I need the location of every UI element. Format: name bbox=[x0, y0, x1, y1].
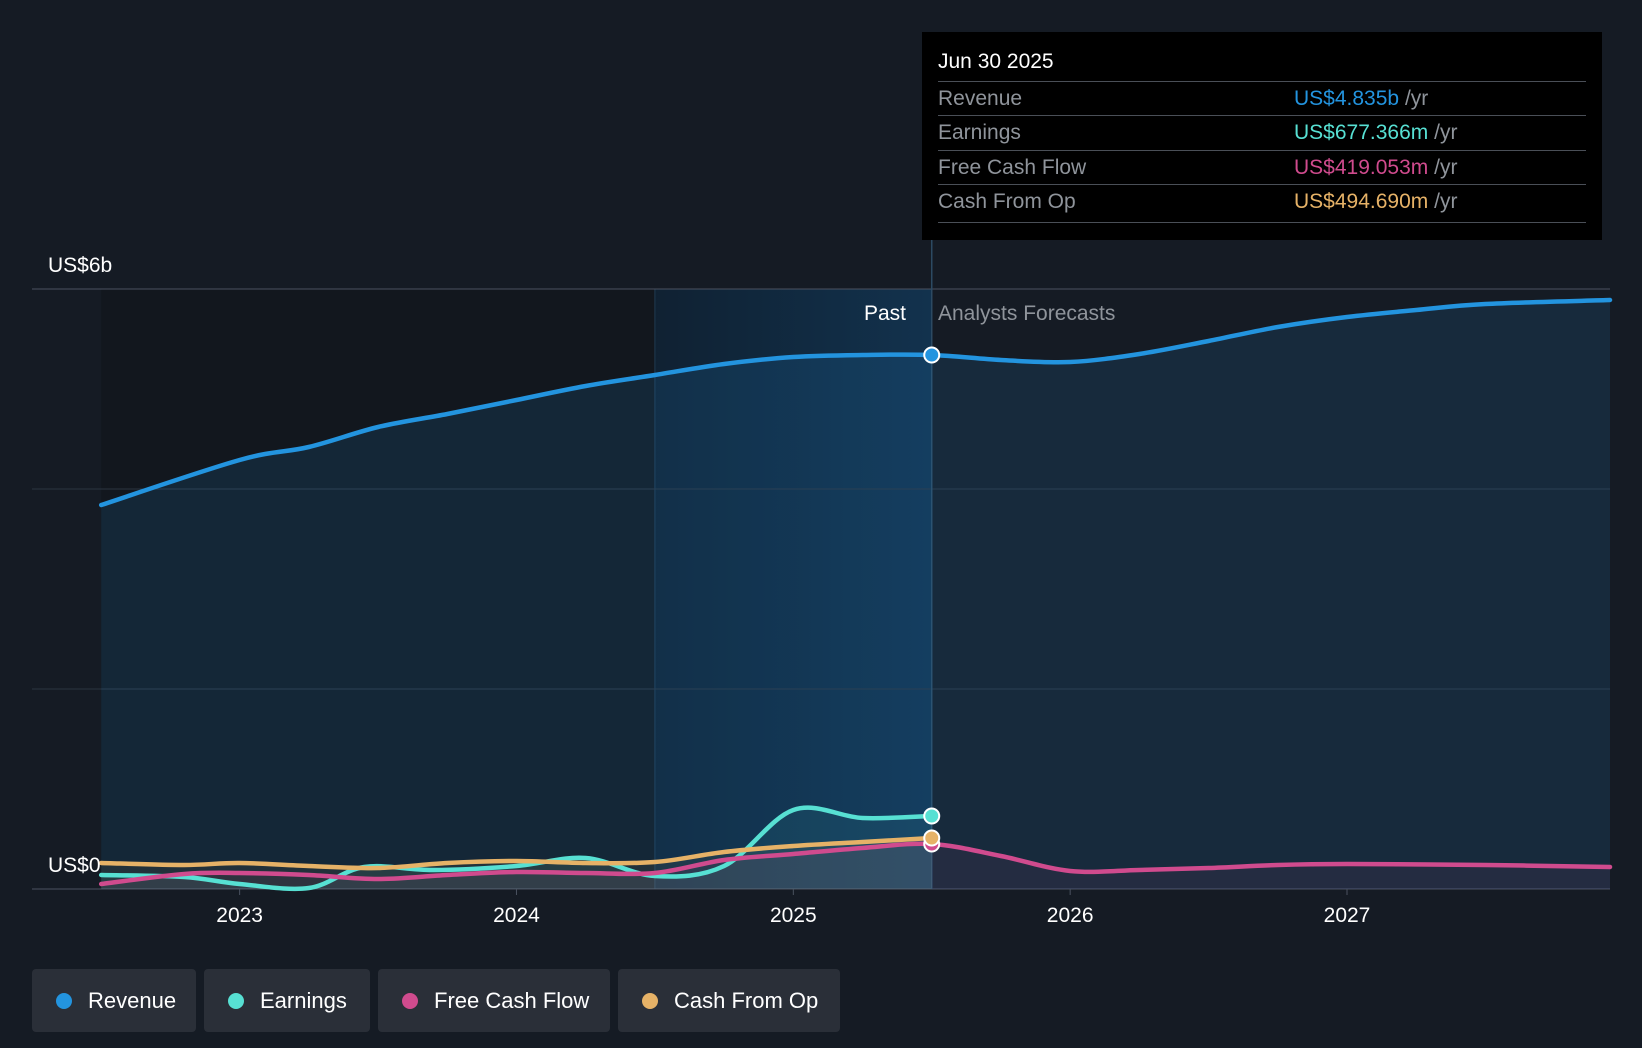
forecast-label: Analysts Forecasts bbox=[938, 302, 1115, 325]
cash-from-op-dot-icon bbox=[642, 992, 658, 1009]
x-tick-label: 2023 bbox=[216, 904, 263, 927]
tooltip-label: Revenue bbox=[938, 87, 1023, 110]
legend-label: Earnings bbox=[260, 987, 347, 1013]
x-tick-label: 2026 bbox=[1047, 904, 1094, 927]
free-cash-flow-line bbox=[98, 841, 1613, 887]
legend-item-cash-from-op[interactable]: Cash From Op bbox=[618, 969, 840, 1032]
earnings-line bbox=[98, 805, 934, 892]
earnings-area bbox=[101, 807, 932, 889]
x-tick-label: 2024 bbox=[493, 904, 540, 927]
y-label-top: US$6b bbox=[48, 254, 112, 277]
tooltip-unit: /yr bbox=[1434, 190, 1458, 213]
tooltip-value-container: US$419.053m /yr bbox=[1294, 151, 1457, 185]
tooltip-divider bbox=[938, 222, 1586, 223]
tooltip: Jun 30 2025 Revenue US$4.835b /yr Earnin… bbox=[922, 32, 1602, 240]
y-label-bottom: US$0 bbox=[48, 854, 101, 877]
legend-label: Cash From Op bbox=[674, 987, 819, 1013]
free-cash-flow-dot-icon bbox=[402, 992, 418, 1009]
tooltip-value-container: US$677.366m /yr bbox=[1294, 116, 1457, 150]
revenue-marker[interactable] bbox=[923, 346, 941, 364]
tooltip-row-earnings: Earnings US$677.366m /yr bbox=[938, 115, 1586, 150]
recent-past-shade bbox=[654, 289, 932, 889]
tooltip-label: Earnings bbox=[938, 121, 1021, 144]
revenue-area bbox=[101, 300, 1611, 889]
tooltip-value-container: US$494.690m /yr bbox=[1294, 185, 1457, 219]
tooltip-value: US$4.835b bbox=[1294, 87, 1400, 110]
tooltip-label: Cash From Op bbox=[938, 190, 1076, 213]
x-tick-label: 2027 bbox=[1324, 904, 1371, 927]
cash-from-op-line bbox=[98, 835, 934, 871]
legend-item-revenue[interactable]: Revenue bbox=[32, 969, 196, 1032]
tooltip-row-free-cash-flow: Free Cash Flow US$419.053m /yr bbox=[938, 150, 1586, 185]
legend-label: Revenue bbox=[88, 987, 177, 1013]
tooltip-unit: /yr bbox=[1434, 156, 1458, 179]
tooltip-value: US$494.690m bbox=[1294, 190, 1429, 213]
tooltip-date: Jun 30 2025 bbox=[938, 50, 1054, 73]
tooltip-value: US$677.366m bbox=[1294, 121, 1429, 144]
tooltip-value: US$419.053m bbox=[1294, 156, 1429, 179]
tooltip-value-container: US$4.835b /yr bbox=[1294, 82, 1428, 116]
tooltip-row-cash-from-op: Cash From Op US$494.690m /yr bbox=[938, 184, 1586, 219]
legend-item-free-cash-flow[interactable]: Free Cash Flow bbox=[378, 969, 610, 1032]
revenue-line bbox=[98, 297, 1613, 508]
free-cash-flow-area bbox=[101, 843, 1611, 889]
x-tick-label: 2025 bbox=[770, 904, 817, 927]
tooltip-row-revenue: Revenue US$4.835b /yr bbox=[938, 81, 1586, 116]
cash-from-op-marker[interactable] bbox=[923, 829, 941, 847]
legend-label: Free Cash Flow bbox=[434, 987, 590, 1013]
earnings-marker[interactable] bbox=[923, 807, 941, 825]
revenue-dot-icon bbox=[56, 992, 72, 1009]
tooltip-label: Free Cash Flow bbox=[938, 156, 1087, 179]
tooltip-unit: /yr bbox=[1404, 87, 1429, 110]
legend-item-earnings[interactable]: Earnings bbox=[204, 969, 370, 1032]
earnings-dot-icon bbox=[228, 992, 244, 1009]
tooltip-unit: /yr bbox=[1434, 121, 1458, 144]
past-label: Past bbox=[864, 302, 906, 325]
